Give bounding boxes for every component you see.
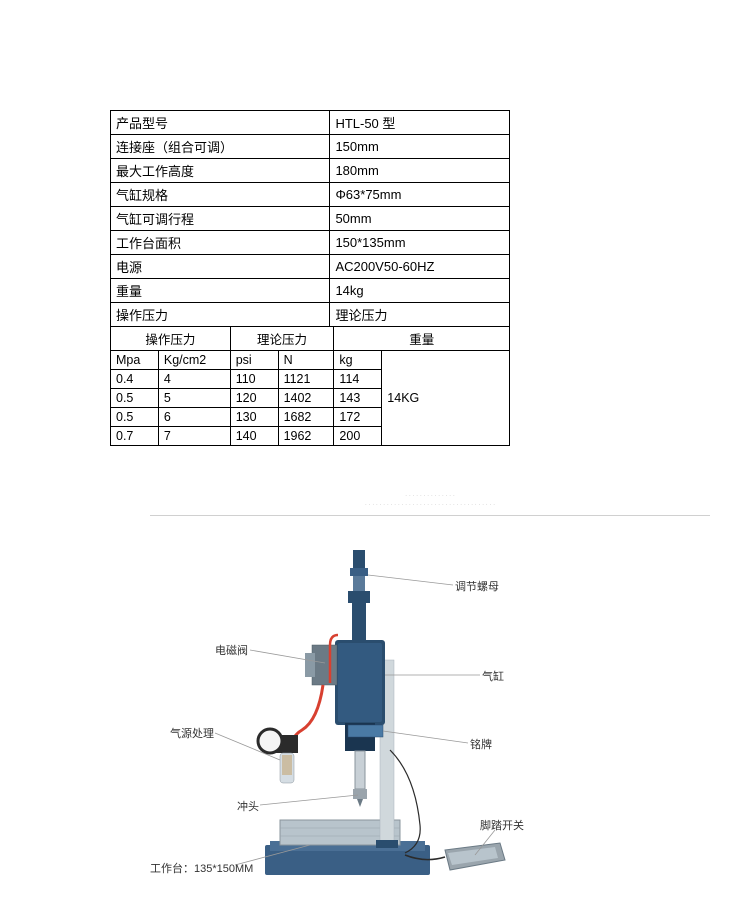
p-c4: 1121	[278, 370, 334, 389]
spec-row: 工作台面积 150*135mm	[111, 231, 510, 255]
spec-row: 连接座（组合可调） 150mm	[111, 135, 510, 159]
spec-label: 重量	[111, 279, 330, 303]
spec-label: 连接座（组合可调）	[111, 135, 330, 159]
p-c2: 5	[158, 389, 230, 408]
spec-row: 产品型号 HTL-50 型	[111, 111, 510, 135]
callout-solenoid: 电磁阀	[215, 642, 248, 658]
p-c5: 172	[334, 408, 382, 427]
spec-value: Φ63*75mm	[330, 183, 510, 207]
p-c1: 0.7	[111, 427, 159, 446]
pressure-header-row: 操作压力 理论压力 重量	[111, 327, 510, 351]
p-c4: 1962	[278, 427, 334, 446]
spec-row: 气缸可调行程 50mm	[111, 207, 510, 231]
pressure-sh1: Mpa	[111, 351, 159, 370]
spec-label: 气缸规格	[111, 183, 330, 207]
spec-value: 50mm	[330, 207, 510, 231]
spec-table: 产品型号 HTL-50 型 连接座（组合可调） 150mm 最大工作高度 180…	[110, 110, 510, 327]
pressure-sh5: kg	[334, 351, 382, 370]
callout-air-treatment: 气源处理	[170, 725, 214, 741]
spec-label: 电源	[111, 255, 330, 279]
callout-nameplate: 铭牌	[470, 736, 492, 752]
p-c3: 140	[230, 427, 278, 446]
spec-value: 14kg	[330, 279, 510, 303]
spec-value: HTL-50 型	[330, 111, 510, 135]
spec-label: 产品型号	[111, 111, 330, 135]
callout-foot-switch: 脚踏开关	[480, 817, 524, 833]
pressure-table: 操作压力 理论压力 重量 Mpa Kg/cm2 psi N kg 14KG 0.…	[110, 326, 510, 446]
p-c1: 0.5	[111, 408, 159, 427]
section-divider: · · · · · · · · · · · · · ·· · · · · · ·…	[150, 515, 710, 516]
spec-value: 理论压力	[330, 303, 510, 327]
spec-value: 180mm	[330, 159, 510, 183]
spec-label: 气缸可调行程	[111, 207, 330, 231]
spec-value: 150mm	[330, 135, 510, 159]
p-c5: 143	[334, 389, 382, 408]
callout-punch: 冲头	[237, 798, 259, 814]
pressure-h2: 理论压力	[230, 327, 334, 351]
spec-row: 最大工作高度 180mm	[111, 159, 510, 183]
spec-label: 工作台面积	[111, 231, 330, 255]
pressure-h3: 重量	[334, 327, 510, 351]
product-diagram: 调节螺母 电磁阀 气缸 气源处理 铭牌 冲头 工作台：135*150MM 脚踏开…	[190, 545, 560, 900]
pressure-sh3: psi	[230, 351, 278, 370]
spec-row: 气缸规格 Φ63*75mm	[111, 183, 510, 207]
callout-adjust-nut: 调节螺母	[455, 578, 499, 594]
p-c3: 120	[230, 389, 278, 408]
p-c2: 4	[158, 370, 230, 389]
p-c1: 0.4	[111, 370, 159, 389]
divider-watermark: · · · · · · · · · · · · · ·· · · · · · ·…	[150, 492, 710, 510]
p-c2: 7	[158, 427, 230, 446]
spec-table-container: 产品型号 HTL-50 型 连接座（组合可调） 150mm 最大工作高度 180…	[110, 110, 510, 446]
pressure-sh2: Kg/cm2	[158, 351, 230, 370]
callout-worktable: 工作台：135*150MM	[150, 860, 253, 876]
pressure-subheader-row: Mpa Kg/cm2 psi N kg 14KG	[111, 351, 510, 370]
p-c2: 6	[158, 408, 230, 427]
pressure-sh4: N	[278, 351, 334, 370]
pressure-weight: 14KG	[382, 351, 510, 446]
spec-value: 150*135mm	[330, 231, 510, 255]
machine-illustration	[190, 545, 560, 900]
spec-value: AC200V50-60HZ	[330, 255, 510, 279]
p-c3: 130	[230, 408, 278, 427]
spec-label: 最大工作高度	[111, 159, 330, 183]
p-c5: 200	[334, 427, 382, 446]
spec-row: 电源 AC200V50-60HZ	[111, 255, 510, 279]
spec-row: 重量 14kg	[111, 279, 510, 303]
p-c1: 0.5	[111, 389, 159, 408]
p-c4: 1402	[278, 389, 334, 408]
p-c3: 110	[230, 370, 278, 389]
pressure-h1: 操作压力	[111, 327, 231, 351]
spec-label: 操作压力	[111, 303, 330, 327]
spec-row: 操作压力 理论压力	[111, 303, 510, 327]
callout-cylinder: 气缸	[482, 668, 504, 684]
p-c5: 114	[334, 370, 382, 389]
p-c4: 1682	[278, 408, 334, 427]
